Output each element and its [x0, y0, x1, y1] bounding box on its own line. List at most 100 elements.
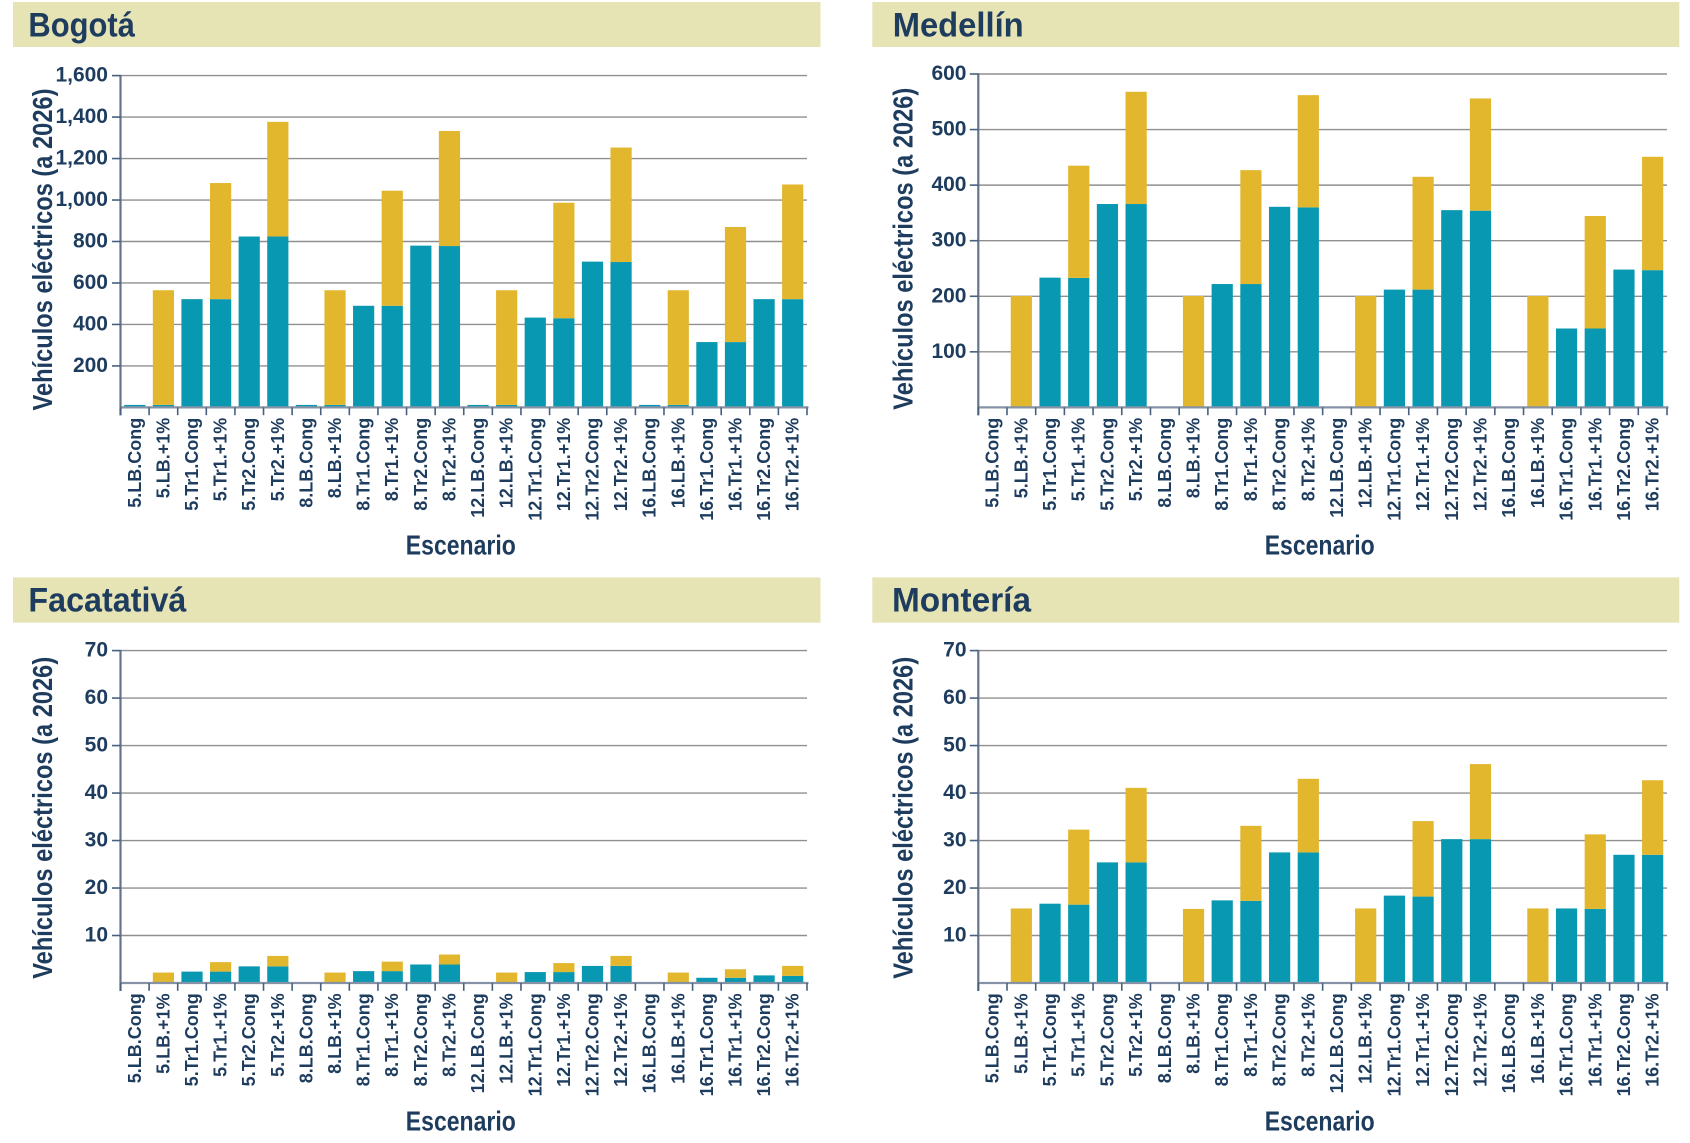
svg-text:16.Tr1.+1%: 16.Tr1.+1% [1585, 418, 1605, 512]
svg-text:8.LB.Cong: 8.LB.Cong [1155, 993, 1175, 1083]
svg-text:300: 300 [931, 229, 966, 252]
svg-text:1,000: 1,000 [55, 188, 108, 211]
svg-text:8.LB.+1%: 8.LB.+1% [1184, 993, 1204, 1074]
svg-text:8.Tr1.Cong: 8.Tr1.Cong [354, 418, 374, 511]
svg-text:600: 600 [73, 271, 108, 294]
svg-text:12.LB.+1%: 12.LB.+1% [1356, 993, 1376, 1084]
svg-text:200: 200 [931, 284, 966, 307]
svg-text:500: 500 [931, 118, 966, 141]
svg-text:12.LB.+1%: 12.LB.+1% [1356, 418, 1376, 509]
svg-text:Escenario: Escenario [406, 529, 516, 560]
svg-text:5.LB.+1%: 5.LB.+1% [1011, 418, 1031, 499]
svg-text:8.Tr1.+1%: 8.Tr1.+1% [1241, 993, 1261, 1077]
svg-text:12.LB.Cong: 12.LB.Cong [468, 993, 488, 1093]
svg-text:10: 10 [943, 924, 966, 947]
svg-text:70: 70 [943, 639, 966, 662]
svg-text:12.Tr1.+1%: 12.Tr1.+1% [554, 418, 574, 512]
svg-text:16.LB.+1%: 16.LB.+1% [1528, 993, 1548, 1084]
svg-text:8.LB.+1%: 8.LB.+1% [1184, 418, 1204, 499]
svg-text:5.LB.+1%: 5.LB.+1% [153, 418, 173, 499]
svg-text:8.Tr1.Cong: 8.Tr1.Cong [354, 993, 374, 1086]
svg-text:8.LB.Cong: 8.LB.Cong [296, 418, 316, 508]
svg-text:Medellín: Medellín [893, 6, 1024, 44]
svg-text:16.Tr2.+1%: 16.Tr2.+1% [1643, 418, 1663, 512]
svg-text:8.Tr2.+1%: 8.Tr2.+1% [439, 418, 459, 502]
svg-text:16.Tr1.+1%: 16.Tr1.+1% [1585, 993, 1605, 1087]
svg-text:40: 40 [943, 781, 966, 804]
svg-text:8.Tr2.Cong: 8.Tr2.Cong [411, 418, 431, 511]
svg-text:12.LB.+1%: 12.LB.+1% [497, 993, 517, 1084]
svg-text:5.Tr1.Cong: 5.Tr1.Cong [182, 993, 202, 1086]
svg-text:12.Tr2.+1%: 12.Tr2.+1% [1470, 993, 1490, 1087]
svg-text:5.LB.+1%: 5.LB.+1% [1011, 993, 1031, 1074]
svg-text:16.Tr2.Cong: 16.Tr2.Cong [754, 993, 774, 1096]
svg-text:16.LB.+1%: 16.LB.+1% [668, 418, 688, 509]
svg-text:12.Tr2.+1%: 12.Tr2.+1% [1470, 418, 1490, 512]
svg-text:Vehículos eléctricos (a 2026): Vehículos eléctricos (a 2026) [888, 657, 919, 979]
svg-text:5.Tr1.+1%: 5.Tr1.+1% [1069, 418, 1089, 502]
svg-text:5.Tr1.+1%: 5.Tr1.+1% [211, 418, 231, 502]
svg-text:5.Tr2.Cong: 5.Tr2.Cong [1097, 993, 1117, 1086]
svg-text:Vehículos eléctricos (a 2026): Vehículos eléctricos (a 2026) [27, 657, 58, 979]
svg-text:600: 600 [931, 62, 966, 85]
svg-text:5.Tr1.Cong: 5.Tr1.Cong [182, 418, 202, 511]
svg-text:12.Tr2.Cong: 12.Tr2.Cong [582, 993, 602, 1096]
svg-text:16.LB.Cong: 16.LB.Cong [640, 993, 660, 1093]
svg-text:5.Tr2.+1%: 5.Tr2.+1% [268, 418, 288, 502]
svg-text:16.Tr2.Cong: 16.Tr2.Cong [1614, 993, 1634, 1096]
svg-text:16.Tr2.+1%: 16.Tr2.+1% [783, 993, 803, 1087]
svg-text:Montería: Montería [892, 582, 1032, 620]
svg-text:100: 100 [931, 340, 966, 363]
svg-text:8.Tr1.Cong: 8.Tr1.Cong [1212, 418, 1232, 511]
svg-text:10: 10 [85, 924, 108, 947]
svg-text:20: 20 [943, 876, 966, 899]
svg-text:12.Tr1.+1%: 12.Tr1.+1% [1413, 418, 1433, 512]
svg-text:8.Tr1.+1%: 8.Tr1.+1% [382, 418, 402, 502]
svg-text:5.Tr2.+1%: 5.Tr2.+1% [1126, 418, 1146, 502]
svg-text:8.Tr1.Cong: 8.Tr1.Cong [1212, 993, 1232, 1086]
svg-text:16.Tr2.+1%: 16.Tr2.+1% [1643, 993, 1663, 1087]
svg-text:20: 20 [85, 876, 108, 899]
svg-text:5.LB.Cong: 5.LB.Cong [125, 418, 145, 508]
svg-text:12.Tr2.Cong: 12.Tr2.Cong [1442, 418, 1462, 521]
svg-text:70: 70 [85, 639, 108, 662]
svg-text:200: 200 [73, 354, 108, 377]
svg-text:5.LB.Cong: 5.LB.Cong [125, 993, 145, 1083]
svg-text:5.Tr2.Cong: 5.Tr2.Cong [239, 418, 259, 511]
svg-text:16.Tr1.Cong: 16.Tr1.Cong [697, 418, 717, 521]
svg-text:Vehículos eléctricos (a 2026): Vehículos eléctricos (a 2026) [888, 88, 919, 410]
svg-text:12.Tr1.Cong: 12.Tr1.Cong [525, 418, 545, 521]
svg-text:16.Tr1.Cong: 16.Tr1.Cong [1557, 418, 1577, 521]
svg-text:30: 30 [943, 829, 966, 852]
svg-text:12.Tr1.+1%: 12.Tr1.+1% [554, 993, 574, 1087]
svg-text:1,200: 1,200 [55, 147, 108, 170]
svg-text:16.Tr2.Cong: 16.Tr2.Cong [754, 418, 774, 521]
svg-text:30: 30 [85, 829, 108, 852]
svg-text:1,600: 1,600 [55, 64, 108, 87]
svg-text:800: 800 [73, 230, 108, 253]
svg-text:12.Tr1.Cong: 12.Tr1.Cong [1384, 993, 1404, 1096]
svg-text:16.Tr2.+1%: 16.Tr2.+1% [783, 418, 803, 512]
svg-text:12.Tr2.+1%: 12.Tr2.+1% [611, 993, 631, 1087]
svg-text:8.Tr2.Cong: 8.Tr2.Cong [1270, 418, 1290, 511]
svg-text:5.Tr2.Cong: 5.Tr2.Cong [1097, 418, 1117, 511]
svg-text:12.Tr1.+1%: 12.Tr1.+1% [1413, 993, 1433, 1087]
svg-text:16.LB.+1%: 16.LB.+1% [1528, 418, 1548, 509]
svg-text:12.Tr2.+1%: 12.Tr2.+1% [611, 418, 631, 512]
svg-text:8.Tr2.Cong: 8.Tr2.Cong [1270, 993, 1290, 1086]
svg-text:8.Tr2.+1%: 8.Tr2.+1% [439, 993, 459, 1077]
svg-text:8.Tr2.Cong: 8.Tr2.Cong [411, 993, 431, 1086]
svg-text:16.LB.Cong: 16.LB.Cong [640, 418, 660, 518]
svg-text:12.LB.+1%: 12.LB.+1% [497, 418, 517, 509]
svg-text:8.Tr1.+1%: 8.Tr1.+1% [382, 993, 402, 1077]
svg-text:12.LB.Cong: 12.LB.Cong [468, 418, 488, 518]
svg-text:50: 50 [943, 734, 966, 757]
svg-text:8.LB.+1%: 8.LB.+1% [325, 993, 345, 1074]
svg-text:5.Tr2.+1%: 5.Tr2.+1% [1126, 993, 1146, 1077]
svg-text:Facatativá: Facatativá [28, 582, 186, 620]
svg-text:40: 40 [85, 781, 108, 804]
svg-text:12.LB.Cong: 12.LB.Cong [1327, 993, 1347, 1093]
svg-text:50: 50 [85, 734, 108, 757]
svg-text:12.Tr2.Cong: 12.Tr2.Cong [1442, 993, 1462, 1096]
svg-text:16.LB.Cong: 16.LB.Cong [1499, 418, 1519, 518]
